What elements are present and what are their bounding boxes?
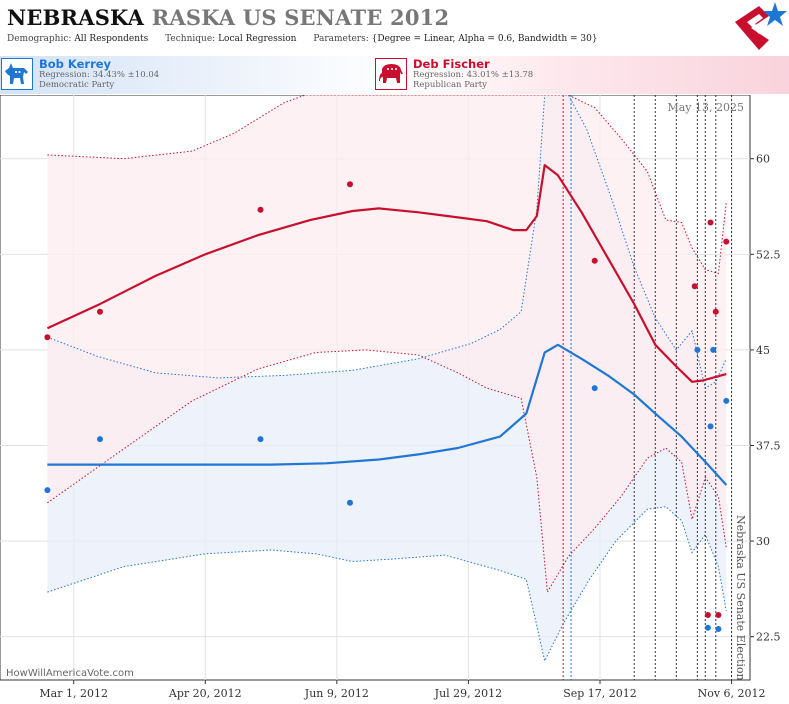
x-tick-label: Sep 17, 2012 [563, 687, 637, 700]
fischer-regression-line [46, 164, 727, 383]
fischer-poll-point [591, 257, 598, 264]
election-label: Nebraska US Senate Election [734, 515, 747, 681]
fischer-confidence-band [47, 95, 727, 593]
x-tick-label: Jun 9, 2012 [304, 687, 369, 700]
technique-value: Local Regression [218, 34, 297, 44]
fischer-poll-point [723, 238, 730, 245]
y-tick-label: 60 [756, 153, 770, 166]
x-tick-label: Jul 29, 2012 [434, 687, 503, 700]
y-tick-label: 22.5 [756, 631, 781, 644]
parameters-value: {Degree = Linear, Alpha = 0.6, Bandwidth… [371, 34, 598, 44]
stars-stripes-logo-icon [735, 2, 787, 50]
x-tick-label: Mar 1, 2012 [39, 687, 108, 700]
kerrey-poll-point [694, 346, 701, 353]
fischer-poll-point [97, 308, 103, 315]
y-tick-label: 45 [756, 344, 770, 357]
kerrey-poll-point [707, 423, 714, 430]
demographic-label: Demographic: [7, 34, 72, 44]
fischer-upper-bound [47, 95, 727, 275]
candidate-name: Deb Fischer [413, 57, 490, 71]
title-race: RASKA US SENATE 2012 [151, 5, 450, 30]
kerrey-poll-point [591, 385, 598, 392]
kerrey-poll-point [97, 436, 103, 443]
kerrey-poll-point [347, 499, 353, 506]
elephant-icon [375, 58, 407, 90]
x-tick-label: Nov 6, 2012 [698, 687, 766, 700]
page-title: NEBRASKA RASKA US SENATE 2012 [7, 5, 449, 30]
kerrey-poll-point [257, 436, 264, 443]
candidate-regression: Regression: 34.43% ±10.04 [39, 70, 160, 80]
header: NEBRASKA RASKA US SENATE 2012 Demographi… [0, 0, 789, 55]
parameters-label: Parameters: [313, 34, 369, 44]
fischer-poll-point [691, 283, 698, 290]
fischer-poll-point [715, 612, 722, 618]
fischer-poll-point [712, 308, 719, 315]
kerrey-poll-point [44, 487, 51, 494]
y-tick-label: 37.5 [756, 439, 781, 452]
donkey-icon [1, 58, 33, 90]
kerrey-poll-point [715, 626, 722, 632]
kerrey-poll-point [723, 397, 730, 404]
fischer-poll-point [347, 181, 353, 188]
watermark: HowWillAmericaVote.com [6, 668, 134, 679]
x-tick-label: Apr 20, 2012 [168, 687, 242, 700]
candidate-name: Bob Kerrey [39, 57, 112, 71]
kerrey-poll-point [710, 346, 717, 353]
fischer-poll-point [44, 334, 51, 341]
regression-chart: 22.5 30 37.5 45 52.5 60 Mar 1, 2012 Apr 20, 201… [0, 95, 781, 700]
parameters-line: Demographic: All Respondents Technique: … [7, 34, 598, 44]
demographic-value: All Respondents [74, 34, 149, 44]
fischer-poll-point [704, 612, 711, 618]
candidate-party: Democratic Party [39, 80, 115, 90]
fischer-poll-point [257, 206, 264, 213]
technique-label: Technique: [165, 34, 216, 44]
kerrey-regression-line [47, 343, 728, 486]
y-tick-label: 52.5 [756, 248, 781, 261]
title-state: NEBRASKA [7, 5, 145, 30]
fischer-poll-point [707, 219, 714, 226]
y-tick-label: 30 [756, 535, 770, 548]
candidate-regression: Regression: 43.01% ±13.78 [413, 70, 534, 80]
fischer-lower-bound [47, 349, 727, 594]
kerrey-poll-point [704, 624, 711, 631]
date-stamp: May 13, 2025 [667, 101, 744, 114]
candidate-party: Republican Party [413, 80, 487, 90]
candidate-bar: Bob Kerrey Regression: 34.43% ±10.04 Dem… [0, 56, 789, 94]
